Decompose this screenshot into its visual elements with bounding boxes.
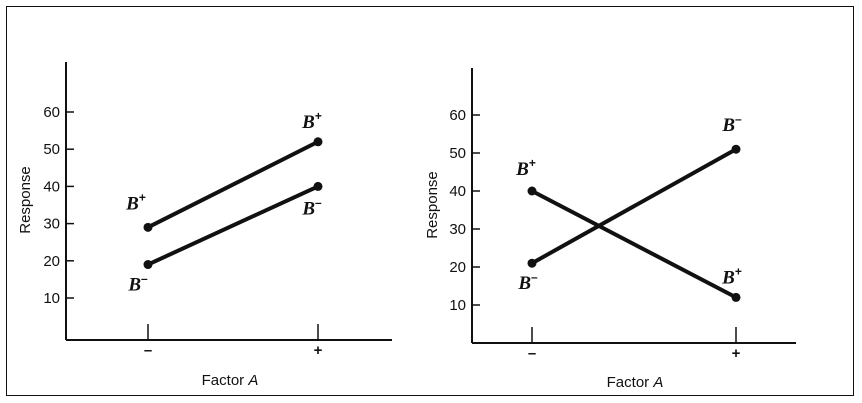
point-label-name: B: [301, 112, 315, 133]
x-axis-label-variable: A: [652, 374, 663, 391]
y-tick-label: 50: [449, 145, 466, 162]
point-label-sign: +: [315, 109, 322, 123]
point-label-sign: –: [141, 272, 148, 286]
y-tick-label: 60: [43, 104, 60, 121]
point-label-sign: +: [735, 264, 742, 278]
y-tick-label: 10: [449, 297, 466, 314]
y-tick-label: 30: [43, 216, 60, 233]
x-axis-label-text: Factor: [607, 374, 654, 391]
y-tick-label: 30: [449, 221, 466, 238]
point-label: B+: [515, 156, 536, 180]
point-label: B–: [517, 270, 538, 294]
point-label-sign: –: [315, 195, 322, 209]
point-label-name: B: [515, 159, 529, 180]
series-line-Bminus: [146, 184, 320, 267]
y-tick-label: 50: [43, 141, 60, 158]
y-tick-label: 60: [449, 107, 466, 124]
y-axis-label: Response: [424, 171, 441, 239]
x-axis-label: Factor A: [202, 372, 259, 389]
point-label: B+: [125, 190, 146, 214]
y-axis-label: Response: [17, 166, 34, 234]
point-label: B+: [301, 109, 322, 133]
data-point: [313, 181, 323, 191]
series-line-Bminus: [530, 147, 738, 266]
point-label-sign: +: [139, 190, 146, 204]
point-label: B+: [721, 264, 742, 288]
y-tick-label: 40: [43, 178, 60, 195]
series-line-Bplus: [146, 139, 320, 230]
point-label: B–: [127, 272, 148, 296]
point-label-name: B: [517, 273, 531, 294]
point-label-sign: –: [735, 112, 742, 126]
point-label: B–: [301, 195, 322, 219]
point-label-name: B: [721, 267, 735, 288]
x-axis-label-text: Factor: [202, 372, 249, 389]
x-tick-label: +: [314, 342, 323, 359]
y-tick-label: 20: [449, 259, 466, 276]
point-label-sign: –: [531, 270, 538, 284]
figure-border: [6, 6, 854, 396]
y-tick-label: 40: [449, 183, 466, 200]
x-tick-label: –: [144, 342, 152, 359]
point-label-name: B: [127, 275, 141, 296]
data-point: [527, 258, 537, 268]
data-point: [731, 144, 741, 154]
x-axis-label-variable: A: [247, 372, 258, 389]
data-point: [313, 137, 323, 147]
data-point: [143, 260, 153, 270]
point-label-name: B: [721, 115, 735, 136]
point-label-name: B: [125, 193, 139, 214]
point-label-name: B: [301, 198, 315, 219]
y-tick-label: 20: [43, 253, 60, 270]
point-label-sign: +: [529, 156, 536, 170]
data-point: [527, 186, 537, 196]
x-tick-label: –: [528, 345, 536, 362]
series-line-Bplus: [530, 189, 738, 300]
y-tick-label: 10: [43, 290, 60, 307]
x-tick-label: +: [732, 345, 741, 362]
data-point: [143, 222, 153, 232]
x-axis-label: Factor A: [607, 374, 664, 391]
point-label: B–: [721, 112, 742, 136]
data-point: [731, 292, 741, 302]
